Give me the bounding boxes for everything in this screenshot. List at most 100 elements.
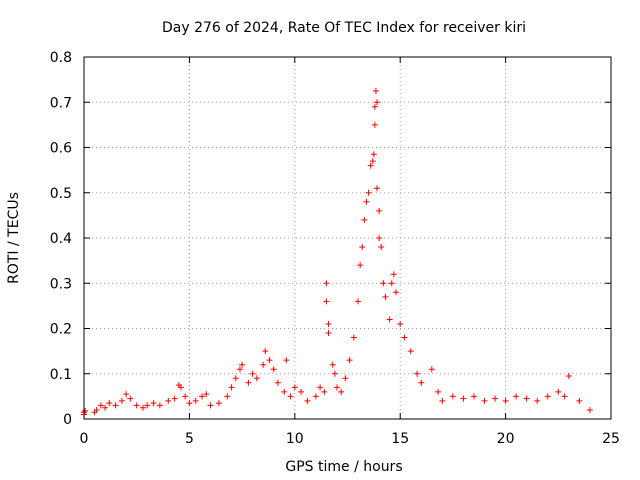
data-point: [97, 402, 104, 409]
data-point: [376, 207, 383, 214]
data-point: [350, 334, 357, 341]
data-point: [544, 393, 551, 400]
y-tick-label: 0.6: [50, 141, 72, 157]
data-point: [140, 404, 147, 411]
data-point: [127, 395, 134, 402]
data-point: [312, 393, 319, 400]
data-point: [123, 391, 130, 398]
data-point: [392, 289, 399, 296]
data-point: [561, 393, 568, 400]
x-tick-label: 10: [286, 431, 304, 447]
data-point: [376, 235, 383, 241]
data-point: [156, 402, 163, 409]
data-points: [81, 87, 593, 418]
data-point: [321, 388, 328, 395]
data-point: [369, 158, 376, 165]
data-point: [342, 375, 349, 382]
data-point: [523, 395, 530, 402]
data-point: [317, 384, 324, 391]
data-point: [260, 361, 267, 368]
chart-title: Day 276 of 2024, Rate Of TEC Index for r…: [162, 20, 526, 36]
data-point: [380, 280, 387, 287]
data-point: [323, 280, 330, 287]
data-point: [224, 393, 231, 400]
data-point: [253, 375, 260, 382]
data-point: [298, 388, 305, 395]
data-point: [492, 395, 499, 402]
data-point: [266, 357, 273, 364]
data-point: [365, 189, 372, 196]
data-point: [470, 393, 477, 400]
data-point: [232, 375, 239, 382]
grid-lines: [84, 57, 611, 419]
data-point: [118, 397, 125, 404]
x-axis-label: GPS time / hours: [285, 459, 402, 475]
data-point: [93, 406, 100, 413]
data-point: [171, 395, 178, 402]
data-point: [555, 388, 562, 395]
y-tick-label: 0.3: [50, 276, 72, 292]
data-point: [449, 393, 456, 400]
data-point: [576, 397, 583, 404]
data-point: [374, 99, 381, 106]
y-tick-label: 0.8: [50, 50, 72, 66]
data-point: [270, 366, 277, 373]
data-point: [371, 121, 378, 128]
data-point: [262, 348, 269, 355]
data-point: [215, 400, 222, 407]
data-point: [513, 393, 520, 400]
data-point: [435, 388, 442, 395]
data-point: [378, 244, 385, 251]
data-point: [370, 151, 377, 158]
data-point: [323, 298, 330, 305]
data-point: [236, 366, 243, 373]
data-point: [359, 244, 366, 251]
data-point: [407, 348, 414, 355]
data-point: [203, 391, 210, 398]
data-point: [283, 357, 290, 364]
plot-frame: [83, 56, 612, 420]
x-tick-label: 20: [497, 431, 515, 447]
data-point: [372, 87, 379, 94]
data-point: [291, 384, 298, 391]
x-tick-label: 0: [80, 431, 89, 447]
x-tick-label: 25: [602, 431, 620, 447]
y-axis-label: ROTI / TECUs: [6, 192, 22, 284]
data-point: [329, 361, 336, 368]
data-point: [304, 397, 311, 404]
data-point: [106, 400, 113, 407]
data-point: [207, 402, 214, 409]
data-point: [82, 407, 89, 414]
data-point: [586, 406, 593, 413]
data-point: [333, 384, 340, 391]
data-point: [281, 388, 288, 395]
data-point: [102, 404, 109, 411]
data-point: [481, 397, 488, 404]
data-point: [112, 402, 119, 409]
data-point: [249, 370, 256, 377]
x-tick-label: 15: [391, 431, 409, 447]
data-point: [460, 395, 467, 402]
data-point: [274, 379, 281, 386]
data-point: [357, 262, 364, 269]
y-tick-label: 0.5: [50, 186, 72, 202]
data-point: [355, 298, 362, 305]
data-point: [239, 361, 246, 368]
data-point: [165, 397, 172, 404]
data-point: [534, 397, 541, 404]
data-point: [177, 384, 184, 391]
data-point: [390, 271, 397, 278]
axes: 0 5 10 15 20 25 0 0.1 0.2 0.3 0.4 0.5 0.6 0.7 0.8: [50, 50, 620, 447]
data-point: [363, 198, 370, 205]
x-tick-label: 5: [185, 431, 194, 447]
data-point: [388, 280, 395, 287]
y-tick-label: 0.1: [50, 367, 72, 383]
data-point: [367, 162, 374, 169]
data-point: [186, 400, 193, 407]
data-point: [414, 370, 421, 377]
data-point: [382, 293, 389, 300]
data-point: [428, 366, 435, 373]
data-point: [374, 185, 381, 192]
data-point: [133, 402, 140, 409]
